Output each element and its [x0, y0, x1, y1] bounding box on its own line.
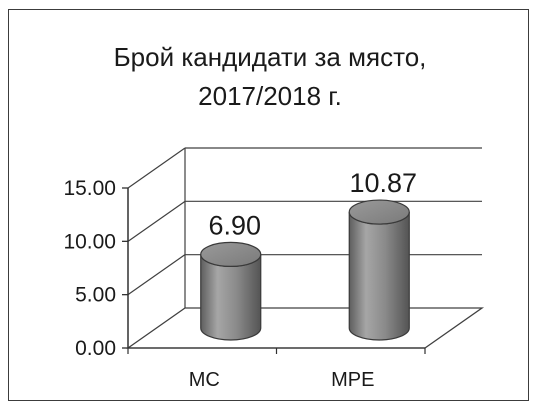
chart-title: Брой кандидати за място, 2017/2018 г. — [114, 42, 427, 111]
gridline-side-wall — [127, 147, 186, 189]
y-tick-label: 0.00 — [75, 337, 116, 360]
bar-cylinder-МРЕ — [348, 199, 410, 341]
bar-body — [200, 254, 262, 341]
chart-axes — [122, 187, 426, 354]
data-label: 10.87 — [349, 168, 417, 198]
gridline-side-wall — [127, 200, 186, 242]
y-tick-label: 5.00 — [75, 284, 116, 307]
bar-cap — [200, 241, 262, 267]
chart-title-line-1: Брой кандидати за място, — [114, 42, 427, 72]
chart-grid — [125, 147, 485, 349]
data-label: 6.90 — [208, 210, 261, 240]
x-category-label: МРЕ — [331, 369, 374, 391]
y-tick-label: 10.00 — [63, 230, 116, 253]
chart-title-line-2: 2017/2018 г. — [198, 81, 342, 111]
chart-labels: 0.00 5.00 10.00 15.00 6.90 МС 10.87 МРЕ — [63, 168, 417, 391]
bar-cylinder-МС — [200, 241, 262, 341]
chart-bars — [200, 199, 410, 341]
bar-cap — [348, 199, 410, 225]
y-tick-label: 15.00 — [63, 177, 116, 200]
gridline-side-wall — [127, 254, 186, 296]
bar-body — [348, 211, 410, 341]
floor-outline — [125, 307, 485, 349]
x-category-label: МС — [189, 369, 220, 391]
